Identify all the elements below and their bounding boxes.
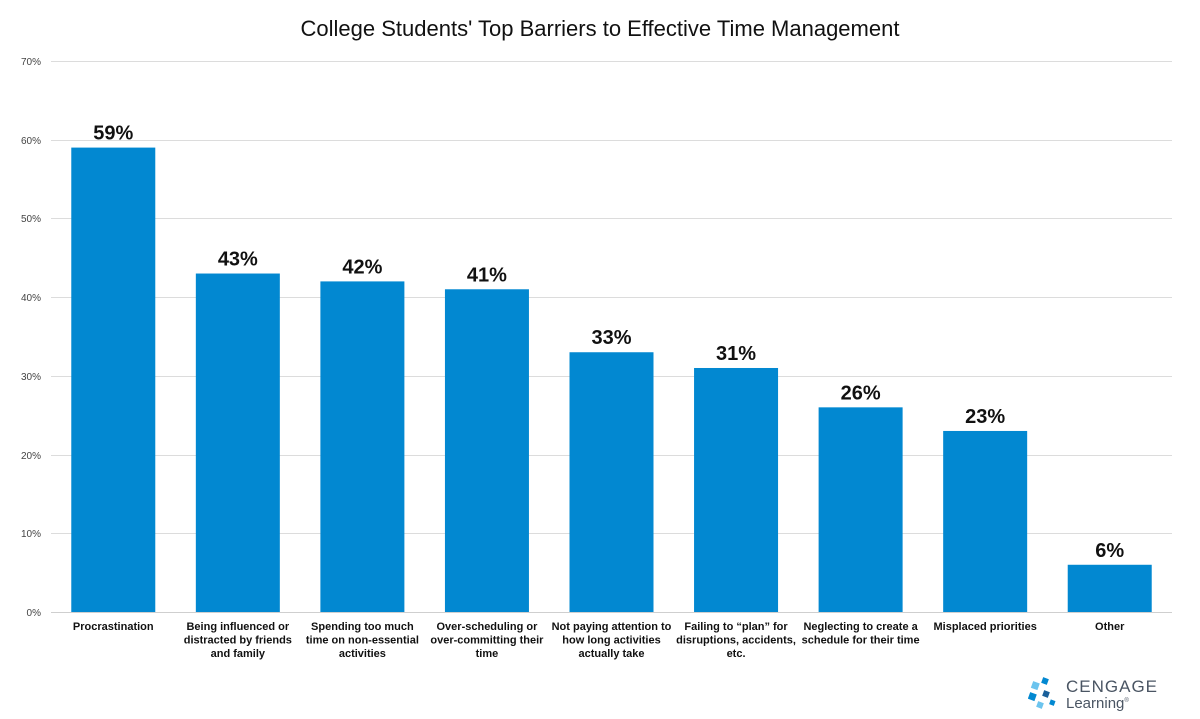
bars — [71, 147, 1152, 613]
x-tick-label: Procrastination — [73, 621, 154, 633]
x-tick-label-line: time — [476, 648, 499, 660]
logo-subtitle-text: Learning — [1066, 695, 1125, 712]
y-tick-label: 30% — [21, 372, 41, 383]
data-labels: 59% 43% 42% 41% 33% 31% 26% 23% 6% — [93, 123, 1124, 562]
x-tick-label-line: distracted by friends — [184, 635, 292, 647]
bar — [320, 281, 405, 612]
x-tick-label-line: over-committing their — [430, 635, 544, 647]
y-tick-label: 70% — [21, 57, 41, 68]
bar — [943, 430, 1028, 612]
y-tick-label: 40% — [21, 293, 41, 304]
y-tick-label: 60% — [21, 136, 41, 147]
bar — [71, 147, 156, 613]
x-tick-label-line: Over-scheduling or — [437, 621, 539, 633]
x-tick-label-line: Misplaced priorities — [934, 621, 1037, 633]
data-label: 42% — [342, 256, 382, 278]
y-tick-label: 0% — [27, 608, 42, 619]
x-tick-label-line: Not paying attention to — [552, 621, 672, 633]
x-tick-label-line: Spending too much — [311, 621, 414, 633]
data-label: 23% — [965, 406, 1005, 428]
logo-subtitle: Learning® — [1066, 695, 1129, 712]
data-label: 6% — [1095, 540, 1124, 562]
x-tick-label: Over-scheduling or over-committing their t… — [430, 621, 544, 660]
x-tick-label: Other — [1095, 621, 1125, 633]
bar — [694, 367, 779, 612]
y-tick-label: 20% — [21, 451, 41, 462]
cengage-logo-icon — [1027, 677, 1056, 709]
data-label: 41% — [467, 264, 507, 286]
data-label: 43% — [218, 249, 258, 271]
bar — [195, 273, 280, 612]
x-tick-label-line: time on non-essential — [306, 635, 419, 647]
x-axis-labels: Procrastination Being influenced or distra… — [73, 621, 1125, 660]
x-tick-label-line: Failing to “plan” for — [684, 621, 788, 633]
logo-wordmark: CENGAGE — [1066, 677, 1159, 696]
y-tick-label: 10% — [21, 529, 41, 540]
x-tick-label: Failing to “plan” for disruptions, accide… — [676, 621, 796, 660]
chart-title: College Students' Top Barriers to Effect… — [300, 16, 900, 41]
x-tick-label: Neglecting to create a schedule for their… — [802, 621, 920, 647]
cengage-logo: CENGAGE Learning® — [1027, 676, 1168, 716]
x-tick-label-line: how long activities — [562, 635, 660, 647]
x-tick-label: Spending too much time on non-essential ac… — [306, 621, 419, 660]
data-label: 26% — [841, 382, 881, 404]
x-tick-label-line: actually take — [578, 648, 644, 660]
bar — [569, 352, 654, 612]
x-tick-label-line: Procrastination — [73, 621, 154, 633]
registered-mark: ® — [1124, 698, 1129, 704]
bar — [444, 289, 529, 612]
data-label: 33% — [591, 327, 631, 349]
bar — [818, 407, 903, 612]
x-tick-label-line: Neglecting to create a — [803, 621, 918, 633]
x-tick-label-line: Other — [1095, 621, 1125, 633]
data-label: 31% — [716, 343, 756, 365]
x-tick-label: Being influenced or distracted by friends… — [184, 621, 292, 660]
x-tick-label: Not paying attention to how long activiti… — [552, 621, 672, 660]
x-tick-label-line: disruptions, accidents, — [676, 635, 796, 647]
bar — [1067, 564, 1152, 612]
x-tick-label-line: schedule for their time — [802, 635, 920, 647]
x-tick-label: Misplaced priorities — [934, 621, 1037, 633]
x-tick-label-line: etc. — [727, 648, 746, 660]
x-tick-label-line: activities — [339, 648, 386, 660]
x-tick-label-line: Being influenced or — [186, 621, 289, 633]
x-tick-label-line: and family — [211, 648, 266, 660]
y-tick-label: 50% — [21, 214, 41, 225]
y-axis-ticks: 0% 10% 20% 30% 40% 50% 60% 70% — [21, 57, 41, 619]
data-label: 59% — [93, 123, 133, 145]
